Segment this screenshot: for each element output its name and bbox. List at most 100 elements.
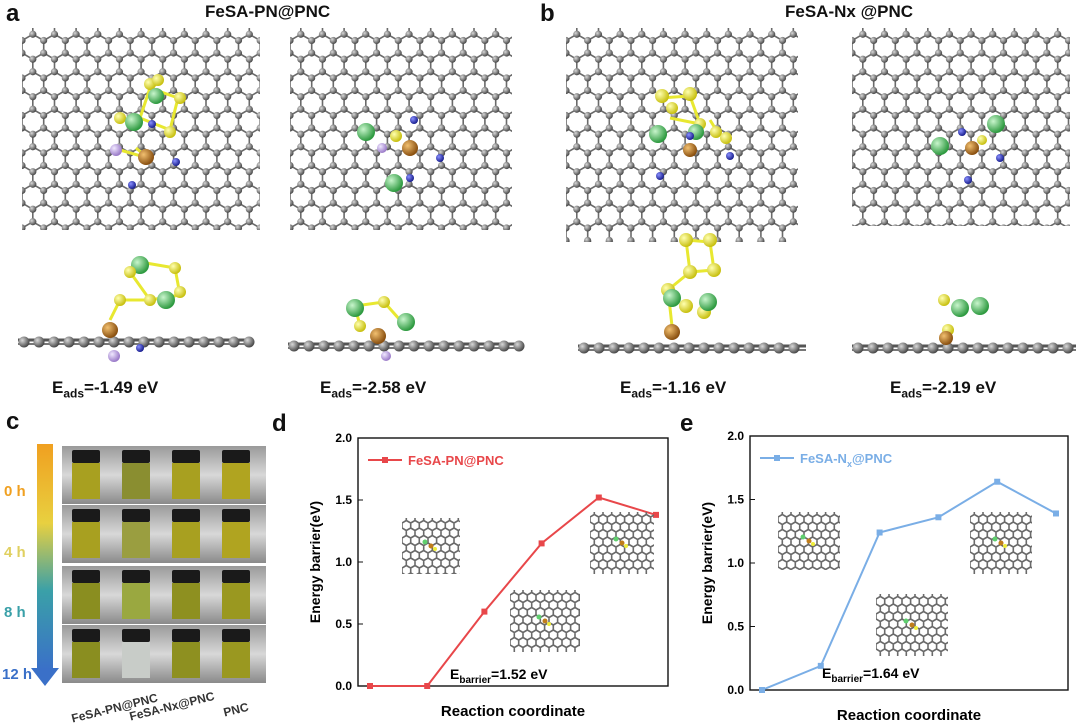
vial-cap bbox=[72, 570, 100, 583]
structure-illustrations bbox=[0, 0, 1080, 380]
data-point bbox=[759, 687, 765, 693]
vial-liquid bbox=[122, 583, 150, 619]
phosphorus-atom bbox=[110, 144, 122, 156]
vial-cap bbox=[172, 629, 200, 642]
time-label-4h: 4 h bbox=[4, 544, 26, 561]
vial-cap bbox=[172, 570, 200, 583]
structure-inset bbox=[957, 500, 1048, 585]
vial-cap bbox=[172, 509, 200, 522]
data-point bbox=[994, 479, 1000, 485]
vial-liquid bbox=[72, 642, 100, 678]
structure-inset bbox=[863, 582, 963, 667]
y-tick-label: 1.0 bbox=[727, 556, 744, 570]
inset-cl bbox=[423, 540, 428, 545]
y-tick-label: 0.0 bbox=[335, 679, 352, 693]
y-axis-label: Energy barrier(eV) bbox=[307, 501, 323, 623]
side-views bbox=[18, 337, 1076, 354]
graphene-sheet bbox=[534, 0, 830, 266]
inset-fe bbox=[429, 544, 434, 549]
vial-liquid bbox=[222, 522, 250, 558]
vial-cap bbox=[122, 629, 150, 642]
y-tick-label: 2.0 bbox=[727, 429, 744, 443]
vial-liquid bbox=[222, 583, 250, 619]
legend-marker bbox=[382, 457, 388, 463]
y-axis-label: Energy barrier(eV) bbox=[699, 502, 715, 624]
iron-atom bbox=[138, 149, 154, 165]
graphene-sheet bbox=[820, 0, 1080, 247]
eads-b1: Eads=-1.16 eV bbox=[620, 378, 726, 400]
data-point bbox=[877, 530, 883, 536]
vial-photo bbox=[0, 420, 270, 724]
vial-liquid bbox=[72, 463, 100, 499]
side-view bbox=[18, 337, 255, 348]
plot-frame bbox=[358, 438, 668, 686]
vial-row bbox=[62, 505, 266, 563]
time-label-8h: 8 h bbox=[4, 604, 26, 621]
structure-inset bbox=[389, 506, 471, 584]
panel-label-d: d bbox=[272, 410, 287, 438]
inset-cl bbox=[904, 619, 909, 624]
inset-s bbox=[433, 547, 437, 551]
vial-liquid bbox=[172, 642, 200, 678]
side-view bbox=[852, 343, 1076, 354]
vial-cap bbox=[122, 450, 150, 463]
eads-b2: Eads=-2.19 eV bbox=[890, 378, 996, 400]
structure-inset bbox=[765, 500, 856, 578]
data-point bbox=[539, 540, 545, 546]
vial-cap bbox=[122, 570, 150, 583]
eads-a2: Eads=-2.58 eV bbox=[320, 378, 426, 400]
side-view bbox=[578, 343, 806, 354]
inset-s bbox=[811, 542, 815, 546]
y-tick-label: 0.0 bbox=[727, 683, 744, 697]
time-arrow-shaft bbox=[37, 444, 53, 670]
vial-liquid bbox=[72, 522, 100, 558]
vial-row bbox=[62, 446, 266, 504]
y-tick-label: 1.5 bbox=[335, 493, 352, 507]
vial-cap bbox=[122, 509, 150, 522]
legend-label: FeSA-Nx@PNC bbox=[800, 451, 893, 469]
inset-cl bbox=[993, 537, 998, 542]
nitrogen-atom bbox=[148, 120, 156, 128]
data-point bbox=[596, 495, 602, 501]
vial-cap bbox=[72, 629, 100, 642]
chlorine-atom bbox=[125, 113, 143, 131]
inset-cl bbox=[537, 615, 542, 620]
vial-cap bbox=[222, 629, 250, 642]
plot-frame bbox=[750, 436, 1068, 690]
graphene-sheet bbox=[258, 0, 554, 247]
vial-cap bbox=[72, 509, 100, 522]
vial-cap bbox=[222, 509, 250, 522]
time-label-0h: 0 h bbox=[4, 483, 26, 500]
inset-cl bbox=[614, 537, 619, 542]
y-tick-label: 2.0 bbox=[335, 431, 352, 445]
inset-s bbox=[1003, 544, 1007, 548]
inset-s bbox=[914, 626, 918, 630]
x-axis-label: Reaction coordinate bbox=[441, 703, 585, 720]
vial-liquid bbox=[172, 583, 200, 619]
vial-liquid bbox=[72, 583, 100, 619]
vial-liquid bbox=[172, 522, 200, 558]
inset-s bbox=[547, 622, 551, 626]
legend-label: FeSA-PN@PNC bbox=[408, 453, 504, 468]
inset-fe bbox=[999, 541, 1004, 546]
vial-liquid bbox=[172, 463, 200, 499]
time-arrow-head bbox=[31, 668, 59, 686]
vial-cap bbox=[222, 450, 250, 463]
inset-cl bbox=[801, 535, 806, 540]
x-axis-label: Reaction coordinate bbox=[837, 707, 981, 724]
y-tick-label: 1.5 bbox=[727, 493, 744, 507]
inset-fe bbox=[543, 619, 548, 624]
y-tick-label: 0.5 bbox=[335, 617, 352, 631]
legend-marker bbox=[774, 455, 780, 461]
barrier-annotation: Ebarrier=1.52 eV bbox=[450, 666, 548, 686]
inset-s bbox=[624, 544, 628, 548]
vial-liquid bbox=[222, 463, 250, 499]
data-point bbox=[1053, 510, 1059, 516]
graphene-sheets bbox=[0, 0, 1080, 266]
structure-inset bbox=[497, 578, 597, 663]
inset-fe bbox=[910, 623, 915, 628]
inset-fe bbox=[807, 539, 812, 544]
data-point bbox=[935, 514, 941, 520]
